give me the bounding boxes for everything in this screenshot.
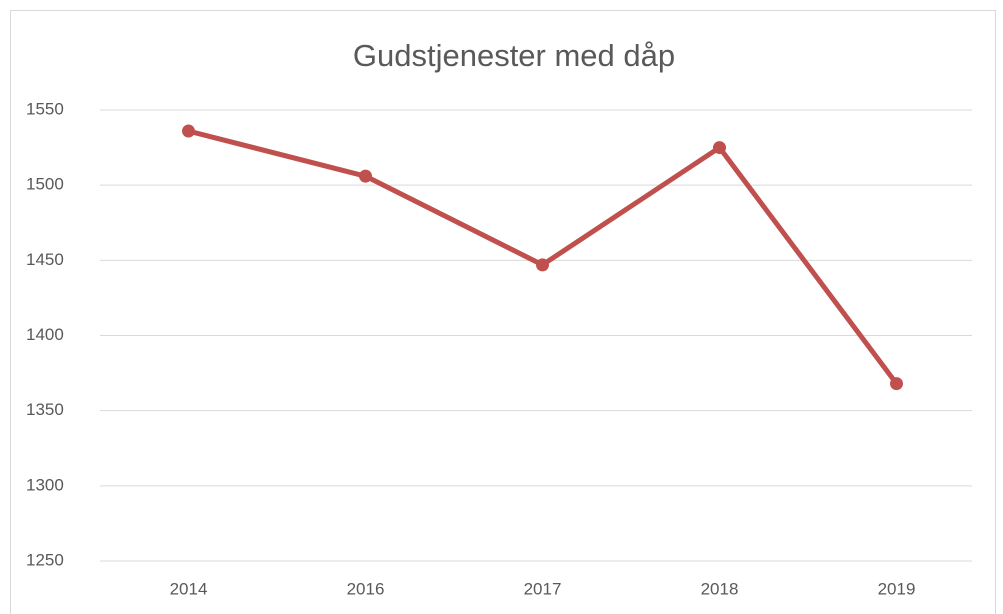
y-tick-label: 1500	[26, 175, 64, 194]
marker	[359, 169, 372, 183]
marker	[182, 124, 195, 138]
y-tick-label: 1550	[26, 99, 64, 118]
x-tick-label: 2017	[524, 579, 562, 598]
x-tick-label: 2016	[347, 579, 385, 598]
y-tick-label: 1300	[26, 475, 64, 494]
y-tick-label: 1250	[26, 550, 64, 569]
chart-title: Gudstjenester med dåp	[353, 38, 675, 73]
x-tick-label: 2014	[170, 579, 208, 598]
chart-border	[10, 10, 996, 614]
marker	[890, 377, 903, 391]
marker	[713, 141, 726, 155]
x-tick-label: 2018	[701, 579, 739, 598]
marker	[536, 258, 549, 272]
y-tick-label: 1450	[26, 250, 64, 269]
y-tick-label: 1400	[26, 325, 64, 344]
x-tick-label: 2019	[878, 579, 916, 598]
y-tick-label: 1350	[26, 400, 64, 419]
